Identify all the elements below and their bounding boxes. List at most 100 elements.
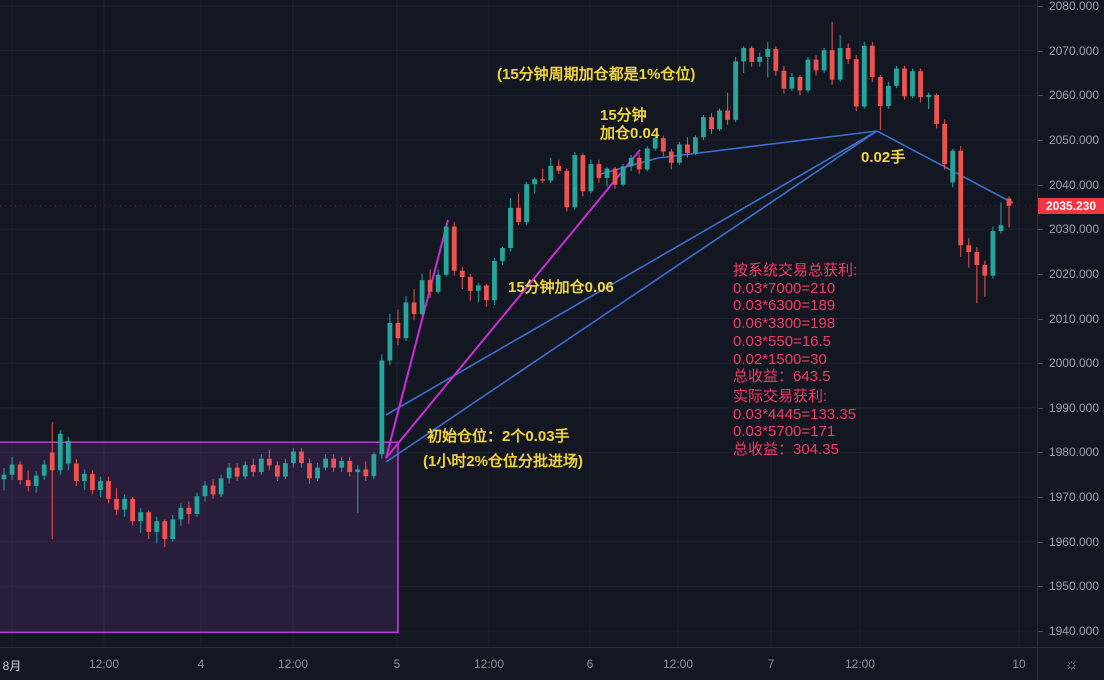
candle-body [25,480,31,486]
candle-body [41,464,47,476]
candle-body [564,170,570,208]
candle-body [467,277,473,291]
candle-body [990,231,996,276]
candle-body [789,77,795,89]
candle-body [894,68,899,86]
candle-body [49,452,55,471]
trade-annotation[interactable]: 加仓0.04 [600,125,660,142]
candle-body [114,498,119,510]
candle-body [998,225,1004,232]
candle-body [765,48,771,57]
candle-body [451,226,457,271]
candle-body [853,59,859,107]
trade-annotation[interactable]: 15分钟加仓0.06 [508,279,614,296]
candle-body [829,50,835,80]
candle-body [701,117,706,138]
candle-body [652,138,658,149]
trend-line-magenta[interactable] [385,219,449,459]
brightness-icon[interactable]: ☼ [1064,656,1079,673]
candle-body [910,71,915,97]
candle-body [749,48,755,62]
candle-body [950,150,956,183]
candle-body [106,481,111,499]
candle-body [307,463,312,479]
candle-body [299,451,304,464]
candle-body [258,458,264,473]
candle-body [845,48,851,60]
time-axis-label: 12:00 [844,657,876,671]
axis-settings-corner[interactable]: ☼ [1037,647,1104,680]
candle-body [580,155,586,192]
trade-annotation[interactable]: (15分钟周期加仓都是1%仓位) [497,66,696,83]
price-axis-tick [1038,452,1043,454]
time-axis-label: 7 [767,657,775,671]
consolidation-box-drawing[interactable] [0,441,399,634]
candle-body [315,467,320,479]
time-axis-label: 5 [393,657,401,671]
candle-body [709,117,714,130]
trend-line-blue[interactable] [385,130,878,463]
candle-body [347,460,353,473]
trend-line-magenta[interactable] [385,149,641,459]
price-axis-tick [1038,229,1043,231]
chart-canvas[interactable] [0,0,1037,647]
price-axis-label: 2010.000 [1048,311,1099,326]
candle-body [250,464,256,473]
candle-body [443,226,449,275]
trend-line-blue[interactable] [385,130,878,416]
candle-body [1006,198,1012,206]
trade-annotation[interactable]: 0.02手 [861,149,906,166]
price-axis-tick [1038,497,1043,499]
candle-body [65,440,71,464]
candle-body [411,302,417,315]
price-axis-label: 2040.000 [1048,177,1099,192]
price-axis-tick [1038,586,1043,588]
profit-note[interactable]: 按系统交易总获利: 0.03*7000=210 0.03*6300=189 0.… [733,262,858,386]
candle-body [178,507,184,520]
price-axis-tick [1038,631,1043,632]
trend-line-blue[interactable] [657,130,878,159]
profit-note[interactable]: 实际交易获利: 0.03*4445=133.35 0.03*5700=171 总… [733,388,857,459]
price-axis-tick [1038,50,1043,52]
candle-body [323,458,328,468]
candle-body [459,270,465,278]
candle-body [435,274,441,292]
price-axis-label: 2030.000 [1048,222,1099,237]
trade-annotation[interactable]: 初始仓位：2个0.03手 [427,428,570,445]
price-axis[interactable]: 2080.000 2070.000 2060.000 2050.000 2040.000… [1037,0,1104,647]
time-axis-label: 12:00 [662,657,694,671]
candle-body [524,184,529,223]
time-axis[interactable]: 8月 12:00 4 12:00 5 12:00 6 12:00 7 12:00 10 [0,647,1037,680]
price-axis-label: 1970.000 [1048,490,1099,505]
candle-body [821,50,827,71]
price-axis-label: 2080.000 [1048,0,1099,14]
trade-annotation[interactable]: 15分钟 [600,107,647,124]
candle-body [813,59,819,71]
candle-body [757,56,763,62]
time-axis-label: 10 [1012,657,1026,671]
candle-body [427,280,433,292]
candle-body [596,164,602,178]
candle-body [33,475,39,486]
candle-body [918,71,923,98]
candle-body [170,519,176,540]
candle-body [202,485,208,497]
candle-body [291,451,296,464]
candle-body [9,464,15,475]
time-axis-label: 8月 [2,659,22,673]
candle-body [1,474,7,480]
price-axis-label: 2070.000 [1048,43,1099,58]
price-axis-tick [1038,273,1043,275]
last-price-label: 2035.230 [1038,197,1104,214]
candle-body [186,507,192,515]
price-axis-tick [1038,95,1043,97]
price-axis-label: 2060.000 [1048,88,1099,103]
candle-body [508,207,513,248]
candle-body [572,155,578,208]
trade-annotation[interactable]: (1小时2%仓位分批进场) [423,453,584,470]
candle-body [419,280,425,315]
candle-body [122,498,127,510]
price-axis-tick [1038,541,1043,543]
candle-body [926,94,931,98]
candle-body [781,70,787,89]
